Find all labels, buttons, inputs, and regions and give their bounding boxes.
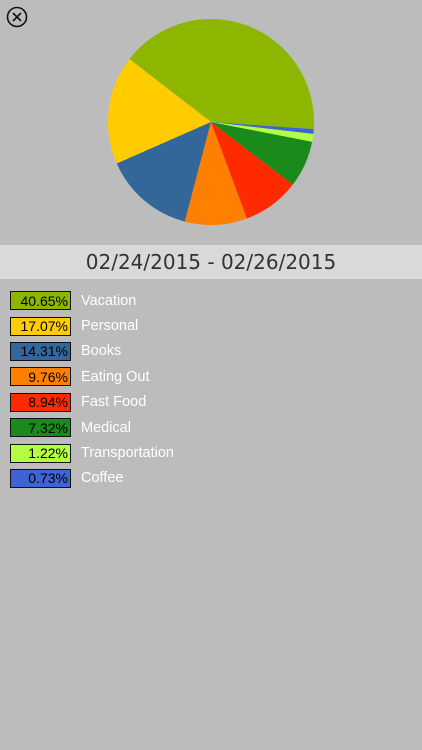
legend-item: 9.76% Eating Out xyxy=(10,364,174,389)
legend-item: 7.32% Medical xyxy=(10,415,174,440)
legend-label: Eating Out xyxy=(81,368,150,385)
pie-chart xyxy=(0,0,422,240)
pie-chart-svg xyxy=(107,19,314,225)
legend-swatch-percent: 8.94% xyxy=(10,392,71,412)
legend-swatch-percent: 0.73% xyxy=(10,468,71,488)
close-icon xyxy=(6,6,28,28)
pie-slice-coffee xyxy=(211,122,314,134)
legend-swatch-percent: 14.31% xyxy=(10,341,71,361)
legend-swatch-percent: 1.22% xyxy=(10,443,71,463)
date-range-label: 02/24/2015 - 02/26/2015 xyxy=(85,250,337,274)
date-range-bar: 02/24/2015 - 02/26/2015 xyxy=(0,245,422,279)
legend-swatch-percent: 17.07% xyxy=(10,316,71,336)
legend-label: Transportation xyxy=(81,445,174,462)
legend-label: Vacation xyxy=(81,292,137,309)
legend-label: Books xyxy=(81,343,122,360)
legend-item: 8.94% Fast Food xyxy=(10,390,174,415)
legend-item: 1.22% Transportation xyxy=(10,440,174,465)
pie-slice-personal xyxy=(107,59,211,164)
legend-label: Personal xyxy=(81,318,139,335)
legend-label: Coffee xyxy=(81,470,124,487)
pie-slice-books xyxy=(116,122,211,222)
legend-swatch-percent: 9.76% xyxy=(10,367,71,387)
legend-item: 17.07% Personal xyxy=(10,313,174,338)
legend: 40.65% Vacation 17.07% Personal 14.31% Books 9… xyxy=(10,288,174,491)
pie-slice-vacation xyxy=(129,19,314,130)
legend-item: 40.65% Vacation xyxy=(10,288,174,313)
pie-slice-eating-out xyxy=(184,122,247,225)
pie-slice-transportation xyxy=(211,122,314,142)
pie-slice-medical xyxy=(211,122,313,185)
legend-item: 0.73% Coffee xyxy=(10,466,174,491)
legend-label: Fast Food xyxy=(81,394,147,411)
legend-label: Medical xyxy=(81,419,131,436)
legend-swatch-percent: 7.32% xyxy=(10,418,71,438)
close-button[interactable] xyxy=(6,6,28,28)
legend-swatch-percent: 40.65% xyxy=(10,291,71,311)
legend-item: 14.31% Books xyxy=(10,339,174,364)
pie-slice-fast-food xyxy=(211,122,293,219)
